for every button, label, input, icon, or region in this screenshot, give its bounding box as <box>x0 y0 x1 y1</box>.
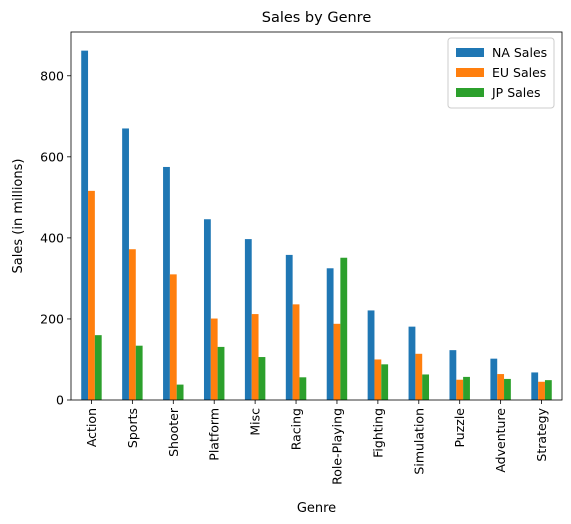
bar-na-sales-fighting <box>367 310 375 400</box>
legend-swatch <box>456 68 484 77</box>
bar-eu-sales-role-playing <box>333 323 341 400</box>
y-tick-label: 800 <box>40 68 64 83</box>
bar-jp-sales-simulation <box>422 374 430 400</box>
bar-jp-sales-fighting <box>381 364 389 400</box>
bar-na-sales-role-playing <box>326 268 334 400</box>
bar-jp-sales-platform <box>217 346 225 400</box>
legend-label: EU Sales <box>492 65 546 80</box>
bar-jp-sales-puzzle <box>463 376 470 400</box>
bar-na-sales-adventure <box>490 358 498 400</box>
bar-eu-sales-adventure <box>497 374 505 400</box>
x-tick-label: Fighting <box>370 408 385 458</box>
bar-na-sales-puzzle <box>449 350 457 400</box>
bar-jp-sales-role-playing <box>340 257 348 400</box>
bar-jp-sales-action <box>94 335 102 400</box>
x-tick-label: Racing <box>289 408 304 450</box>
y-axis: 0 200 400 600 800 <box>40 68 71 408</box>
x-tick-label: Shooter <box>166 407 181 457</box>
x-tick-label: Sports <box>125 408 140 448</box>
bar-jp-sales-racing <box>299 377 307 400</box>
legend: NA Sales EU Sales JP Sales <box>447 37 555 109</box>
bar-na-sales-strategy <box>531 372 539 400</box>
bar-na-sales-misc <box>244 239 252 400</box>
bar-jp-sales-sports <box>135 345 143 400</box>
plot-frame <box>70 31 563 401</box>
plot-area <box>81 50 552 401</box>
x-tick-label: Misc <box>248 408 263 436</box>
bar-na-sales-racing <box>285 254 293 400</box>
x-tick-label: Strategy <box>534 407 549 461</box>
x-axis-label: Genre <box>297 501 336 516</box>
x-tick-label: Simulation <box>411 408 426 475</box>
x-tick-label: Action <box>84 408 99 447</box>
bar-eu-sales-action <box>88 190 95 400</box>
bar-eu-sales-strategy <box>538 381 545 400</box>
bar-eu-sales-simulation <box>415 353 423 400</box>
bar-na-sales-action <box>81 50 89 400</box>
bar-eu-sales-puzzle <box>456 379 464 400</box>
bar-na-sales-shooter <box>163 166 170 400</box>
bar-jp-sales-adventure <box>504 378 511 400</box>
y-axis-label: Sales (in millions) <box>11 159 26 274</box>
legend-swatch <box>456 88 484 97</box>
y-tick-label: 0 <box>56 393 64 408</box>
x-axis: Action Sports Shooter Platform Misc Racing Rol… <box>84 400 549 485</box>
bar-na-sales-simulation <box>408 326 416 400</box>
x-tick-label: Role-Playing <box>329 408 344 485</box>
bar-eu-sales-shooter <box>169 274 177 400</box>
chart-title: Sales by Genre <box>262 10 372 26</box>
bar-eu-sales-platform <box>210 318 218 400</box>
bar-eu-sales-sports <box>128 249 136 400</box>
bar-eu-sales-misc <box>251 314 259 400</box>
legend-label: NA Sales <box>492 45 547 60</box>
y-tick-label: 200 <box>40 311 64 326</box>
legend-swatch <box>456 48 484 57</box>
bar-jp-sales-strategy <box>544 380 552 400</box>
x-tick-label: Platform <box>207 408 222 461</box>
bar-na-sales-sports <box>122 128 129 401</box>
y-tick-label: 400 <box>40 230 64 245</box>
x-tick-label: Puzzle <box>452 408 467 448</box>
x-tick-label: Adventure <box>493 408 508 473</box>
bar-eu-sales-racing <box>292 304 300 400</box>
bar-na-sales-platform <box>203 219 211 400</box>
legend-label: JP Sales <box>491 85 540 100</box>
bar-jp-sales-misc <box>258 357 266 400</box>
y-tick-label: 600 <box>40 149 64 164</box>
bar-eu-sales-fighting <box>374 359 382 400</box>
bar-jp-sales-shooter <box>176 384 184 400</box>
